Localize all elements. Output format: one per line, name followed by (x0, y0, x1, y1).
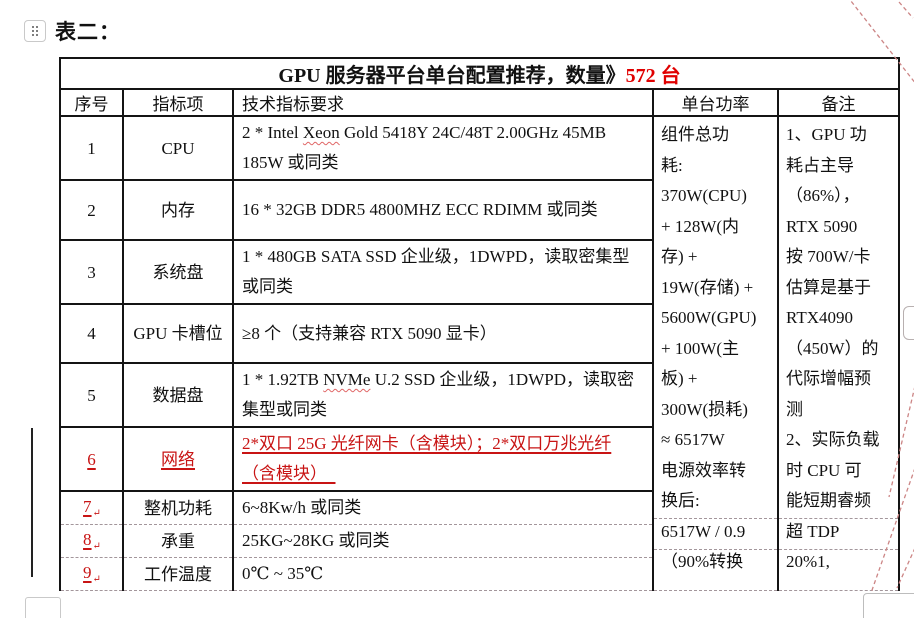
item-name-cell[interactable]: CPU (122, 115, 234, 181)
row-number-cell[interactable]: 1 (59, 115, 124, 181)
revision-mark-icon: ↵ (92, 541, 101, 552)
item-name-cell[interactable]: 承重 (122, 524, 234, 558)
item-name-cell[interactable]: 系统盘 (122, 239, 234, 305)
spec-cell[interactable]: ≥8 个（支持兼容 RTX 5090 显卡） (232, 303, 654, 364)
comment-balloon[interactable] (903, 306, 914, 340)
row-number-cell[interactable]: 7↵ (59, 490, 124, 525)
item-name: 数据盘 (152, 385, 204, 405)
item-name-cell[interactable]: 数据盘 (122, 362, 234, 428)
revision-mark-icon: ↵ (92, 574, 101, 585)
spec-text: U.2 SSD 企业级，1DWPD，读取密集型或同类 (242, 370, 634, 419)
spec-text: ≥8 个（支持兼容 RTX 5090 显卡） (242, 323, 497, 343)
spec-text: 25KG~28KG 或同类 (242, 531, 390, 550)
table-row: 6 网络 2*双口 25G 光纤网卡（含模块）；2*双口万兆光纤（含模块） (59, 426, 899, 492)
revision-dashed-line (780, 518, 897, 519)
note-cell[interactable]: 1、GPU 功 耗占主导 （86%）， RTX 5090 按 700W/卡 估算… (777, 115, 900, 591)
revision-dashed-line (780, 549, 897, 550)
inserted-text: 2*双口 25G 光纤网卡（含模块）；2*双口万兆光纤（含模块） (242, 434, 612, 483)
table-move-handle[interactable] (24, 20, 46, 42)
item-name: 承重 (161, 531, 195, 551)
row-number-cell[interactable]: 8↵ (59, 524, 124, 558)
revision-dashed-line (655, 549, 776, 550)
item-name: 系统盘 (152, 262, 204, 282)
row-number-cell[interactable]: 9↵ (59, 557, 124, 591)
table-row: 7↵ 整机功耗 6~8Kw/h 或同类 (59, 490, 899, 525)
row-number: 7 (83, 497, 92, 516)
header-spec[interactable]: 技术指标要求 (232, 88, 654, 117)
next-element-handle (25, 597, 61, 618)
row-number-cell[interactable]: 6 (59, 426, 124, 492)
row-number: 5 (87, 385, 96, 405)
row-number: 9 (83, 563, 92, 582)
table-row: 3 系统盘 1 * 480GB SATA SSD 企业级，1DWPD，读取密集型或同… (59, 239, 899, 305)
spec-cell[interactable]: 6~8Kw/h 或同类 (232, 490, 654, 525)
table-title-row: GPU 服务器平台单台配置推荐，数量》572 台 (59, 57, 900, 90)
power-cell[interactable]: 组件总功 耗: 370W(CPU) + 128W(内 存) + 19W(存储) … (652, 115, 779, 591)
spellcheck-text: Xeon (302, 123, 340, 142)
row-number: 4 (87, 324, 96, 343)
item-name: 工作温度 (144, 564, 212, 584)
table-row: 8↵ 承重 25KG~28KG 或同类 (59, 524, 899, 558)
row-number-cell[interactable]: 3 (59, 239, 124, 305)
item-name-cell[interactable]: GPU 卡槽位 (122, 303, 234, 364)
spec-cell[interactable]: 16 * 32GB DDR5 4800MHZ ECC RDIMM 或同类 (232, 179, 654, 241)
row-number: 1 (87, 138, 96, 158)
spec-text: 16 * 32GB DDR5 4800MHZ ECC RDIMM 或同类 (242, 200, 598, 219)
table-row: 1 CPU 2 * Intel Xeon Gold 5418Y 24C/48T 2.… (59, 115, 900, 591)
row-number-cell[interactable]: 2 (59, 179, 124, 241)
table-row: 5 数据盘 1 * 1.92TB NVMe U.2 SSD 企业级，1DWPD，读取… (59, 362, 899, 428)
row-number-cell[interactable]: 5 (59, 362, 124, 428)
spec-text: Gold 5418Y 24C/48T 2.00GHz 45MB 185W 或同类 (242, 123, 607, 172)
spec-text: 0℃ ~ 35℃ (242, 564, 324, 583)
item-name: 整机功耗 (144, 498, 212, 518)
item-name-cell[interactable]: 内存 (122, 179, 234, 241)
header-no[interactable]: 序号 (59, 88, 124, 117)
row-number: 8 (83, 530, 92, 549)
header-item[interactable]: 指标项 (122, 88, 234, 117)
table-title-cell[interactable]: GPU 服务器平台单台配置推荐，数量》572 台 (59, 57, 900, 90)
item-name-cell[interactable]: 整机功耗 (122, 490, 234, 525)
table-title-text: GPU 服务器平台单台配置推荐，数量》 (278, 65, 626, 87)
row-number: 2 (87, 200, 96, 220)
spec-cell[interactable]: 2 * Intel Xeon Gold 5418Y 24C/48T 2.00GH… (232, 115, 654, 181)
spec-cell[interactable]: 2*双口 25G 光纤网卡（含模块）；2*双口万兆光纤（含模块） (232, 426, 654, 492)
spec-text: 1 * 1.92TB (242, 370, 324, 389)
drag-dots-icon (31, 25, 39, 37)
item-name: 网络 (161, 449, 195, 469)
page-corner-box (863, 593, 914, 618)
table-row: 9↵ 工作温度 0℃ ~ 35℃ (59, 557, 899, 591)
row-number: 6 (87, 449, 96, 469)
item-name-cell[interactable]: 网络 (122, 426, 234, 492)
item-name-cell[interactable]: 工作温度 (122, 557, 234, 591)
header-note[interactable]: 备注 (777, 88, 900, 117)
item-name: CPU (161, 138, 195, 158)
header-power[interactable]: 单台功率 (652, 88, 779, 117)
table-title-count: 572 台 (625, 65, 681, 87)
spec-cell[interactable]: 25KG~28KG 或同类 (232, 524, 654, 558)
spec-text: 6~8Kw/h 或同类 (242, 498, 362, 517)
table-row: 2 内存 16 * 32GB DDR5 4800MHZ ECC RDIMM 或同类 (59, 179, 899, 241)
config-table: GPU 服务器平台单台配置推荐，数量》572 台 序号 指标项 技术指标要求 单… (59, 57, 900, 591)
spec-cell[interactable]: 1 * 1.92TB NVMe U.2 SSD 企业级，1DWPD，读取密集型或… (232, 362, 654, 428)
spellcheck-text: NVMe (323, 370, 371, 389)
revision-mark-icon: ↵ (92, 508, 101, 519)
spec-cell[interactable]: 1 * 480GB SATA SSD 企业级，1DWPD，读取密集型或同类 (232, 239, 654, 305)
row-number: 3 (87, 262, 96, 282)
revision-dashed-line (655, 518, 776, 519)
item-name: GPU 卡槽位 (133, 324, 223, 343)
spec-cell[interactable]: 0℃ ~ 35℃ (232, 557, 654, 591)
table-row: 4 GPU 卡槽位 ≥8 个（支持兼容 RTX 5090 显卡） (59, 303, 899, 364)
table-header-row: 序号 指标项 技术指标要求 单台功率 备注 (59, 88, 900, 117)
spec-text: 2 * Intel (242, 123, 303, 142)
revision-change-bar (31, 428, 33, 577)
spec-text: 1 * 480GB SATA SSD 企业级，1DWPD，读取密集型或同类 (242, 247, 630, 296)
row-number-cell[interactable]: 4 (59, 303, 124, 364)
page-title: 表二： (55, 20, 121, 44)
item-name: 内存 (161, 200, 195, 220)
